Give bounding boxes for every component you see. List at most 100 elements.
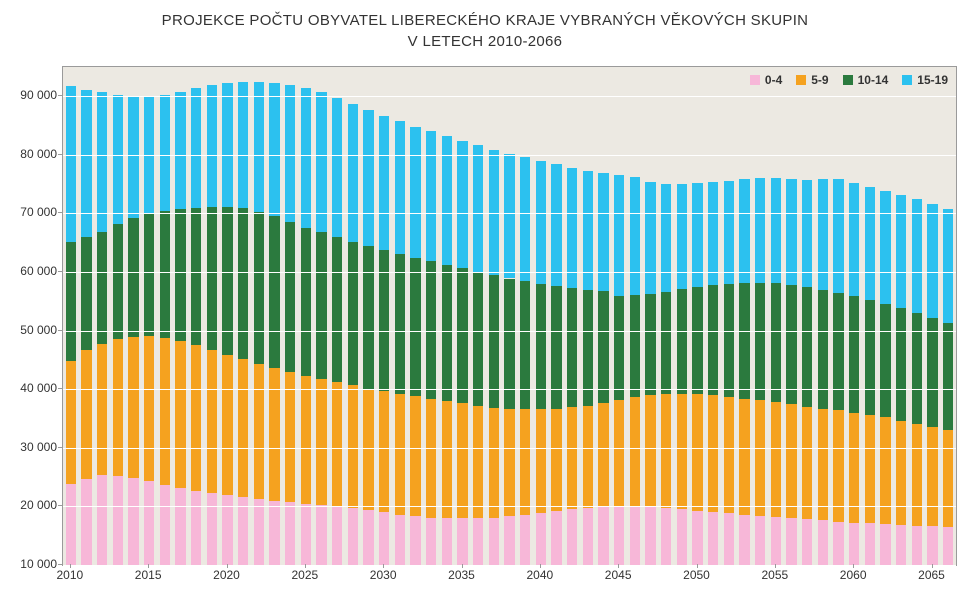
bar-column bbox=[912, 67, 922, 565]
bar-segment-10-14 bbox=[348, 242, 358, 386]
bar-segment-10-14 bbox=[536, 284, 546, 409]
bar-segment-15-19 bbox=[818, 179, 828, 290]
legend-swatch bbox=[843, 75, 853, 85]
bar-segment-0-4 bbox=[254, 499, 264, 565]
bar-segment-0-4 bbox=[379, 512, 389, 565]
bar-column bbox=[316, 67, 326, 565]
bar-segment-10-14 bbox=[254, 212, 264, 364]
bar-segment-10-14 bbox=[645, 294, 655, 395]
bar-segment-10-14 bbox=[708, 285, 718, 395]
bar-column bbox=[66, 67, 76, 565]
bar-column bbox=[489, 67, 499, 565]
bar-segment-0-4 bbox=[645, 507, 655, 565]
bar-column bbox=[896, 67, 906, 565]
bar-segment-0-4 bbox=[536, 513, 546, 565]
bar-column bbox=[614, 67, 624, 565]
bar-segment-0-4 bbox=[771, 517, 781, 565]
y-tick-mark bbox=[58, 95, 62, 96]
plot-area: 0-45-910-1415-19 bbox=[62, 66, 957, 566]
bar-segment-10-14 bbox=[301, 228, 311, 376]
bar-segment-15-19 bbox=[630, 177, 640, 296]
bar-segment-0-4 bbox=[630, 506, 640, 565]
x-tick-mark bbox=[462, 564, 463, 568]
y-axis-label: 10 000 bbox=[20, 557, 57, 571]
bar-segment-10-14 bbox=[66, 242, 76, 362]
bar-segment-5-9 bbox=[896, 421, 906, 525]
bar-segment-10-14 bbox=[598, 291, 608, 403]
bar-segment-15-19 bbox=[222, 83, 232, 207]
bar-column bbox=[802, 67, 812, 565]
bar-segment-5-9 bbox=[160, 338, 170, 484]
y-tick-mark bbox=[58, 505, 62, 506]
bar-segment-15-19 bbox=[661, 184, 671, 292]
bar-segment-10-14 bbox=[849, 296, 859, 413]
x-tick-mark bbox=[148, 564, 149, 568]
bar-segment-5-9 bbox=[583, 406, 593, 508]
gridline bbox=[63, 272, 956, 273]
bar-segment-15-19 bbox=[520, 157, 530, 281]
bar-segment-0-4 bbox=[614, 506, 624, 565]
x-tick-mark bbox=[227, 564, 228, 568]
bar-segment-5-9 bbox=[489, 408, 499, 518]
y-axis-label: 30 000 bbox=[20, 440, 57, 454]
bar-column bbox=[379, 67, 389, 565]
bar-segment-15-19 bbox=[614, 175, 624, 296]
chart-title: PROJEKCE POČTU OBYVATEL LIBERECKÉHO KRAJ… bbox=[0, 0, 970, 52]
bar-segment-15-19 bbox=[160, 95, 170, 210]
bar-segment-5-9 bbox=[81, 350, 91, 479]
y-axis-label: 90 000 bbox=[20, 88, 57, 102]
bar-segment-10-14 bbox=[442, 265, 452, 401]
bar-segment-15-19 bbox=[410, 127, 420, 258]
gridline bbox=[63, 331, 956, 332]
bar-segment-15-19 bbox=[285, 85, 295, 223]
y-tick-mark bbox=[58, 330, 62, 331]
bar-segment-15-19 bbox=[191, 88, 201, 209]
bar-column bbox=[426, 67, 436, 565]
x-axis-label: 2060 bbox=[840, 568, 867, 582]
bar-segment-15-19 bbox=[66, 86, 76, 241]
bar-segment-0-4 bbox=[912, 526, 922, 565]
bar-segment-15-19 bbox=[97, 92, 107, 231]
bar-column bbox=[520, 67, 530, 565]
bar-segment-5-9 bbox=[912, 424, 922, 526]
bar-segment-5-9 bbox=[410, 396, 420, 516]
bar-segment-10-14 bbox=[363, 246, 373, 388]
bar-segment-0-4 bbox=[175, 488, 185, 565]
bar-segment-5-9 bbox=[692, 394, 702, 511]
y-axis-label: 60 000 bbox=[20, 264, 57, 278]
bar-segment-0-4 bbox=[677, 509, 687, 565]
y-axis-label: 50 000 bbox=[20, 323, 57, 337]
bar-segment-0-4 bbox=[504, 516, 514, 565]
bar-segment-10-14 bbox=[97, 232, 107, 344]
bar-segment-5-9 bbox=[395, 394, 405, 515]
bar-column bbox=[551, 67, 561, 565]
x-tick-mark bbox=[932, 564, 933, 568]
bar-segment-15-19 bbox=[81, 90, 91, 237]
bar-column bbox=[207, 67, 217, 565]
bar-segment-10-14 bbox=[144, 214, 154, 336]
bar-segment-15-19 bbox=[536, 161, 546, 283]
bar-segment-15-19 bbox=[896, 195, 906, 308]
bar-segment-5-9 bbox=[238, 359, 248, 497]
bar-segment-0-4 bbox=[144, 481, 154, 565]
bar-column bbox=[363, 67, 373, 565]
bar-segment-5-9 bbox=[269, 368, 279, 501]
x-tick-mark bbox=[540, 564, 541, 568]
bar-segment-10-14 bbox=[191, 208, 201, 345]
bar-segment-15-19 bbox=[755, 178, 765, 282]
bar-segment-10-14 bbox=[880, 304, 890, 418]
gridline bbox=[63, 448, 956, 449]
bar-segment-10-14 bbox=[833, 293, 843, 410]
bar-segment-5-9 bbox=[614, 400, 624, 506]
bar-segment-5-9 bbox=[724, 397, 734, 514]
bar-segment-0-4 bbox=[818, 520, 828, 565]
bar-segment-10-14 bbox=[395, 254, 405, 394]
bar-column bbox=[943, 67, 953, 565]
bar-segment-0-4 bbox=[598, 506, 608, 565]
bar-segment-0-4 bbox=[755, 516, 765, 565]
title-line-2: V LETECH 2010-2066 bbox=[408, 33, 563, 50]
bar-column bbox=[442, 67, 452, 565]
bar-segment-15-19 bbox=[551, 164, 561, 286]
legend-label: 0-4 bbox=[765, 73, 782, 87]
y-tick-mark bbox=[58, 564, 62, 565]
